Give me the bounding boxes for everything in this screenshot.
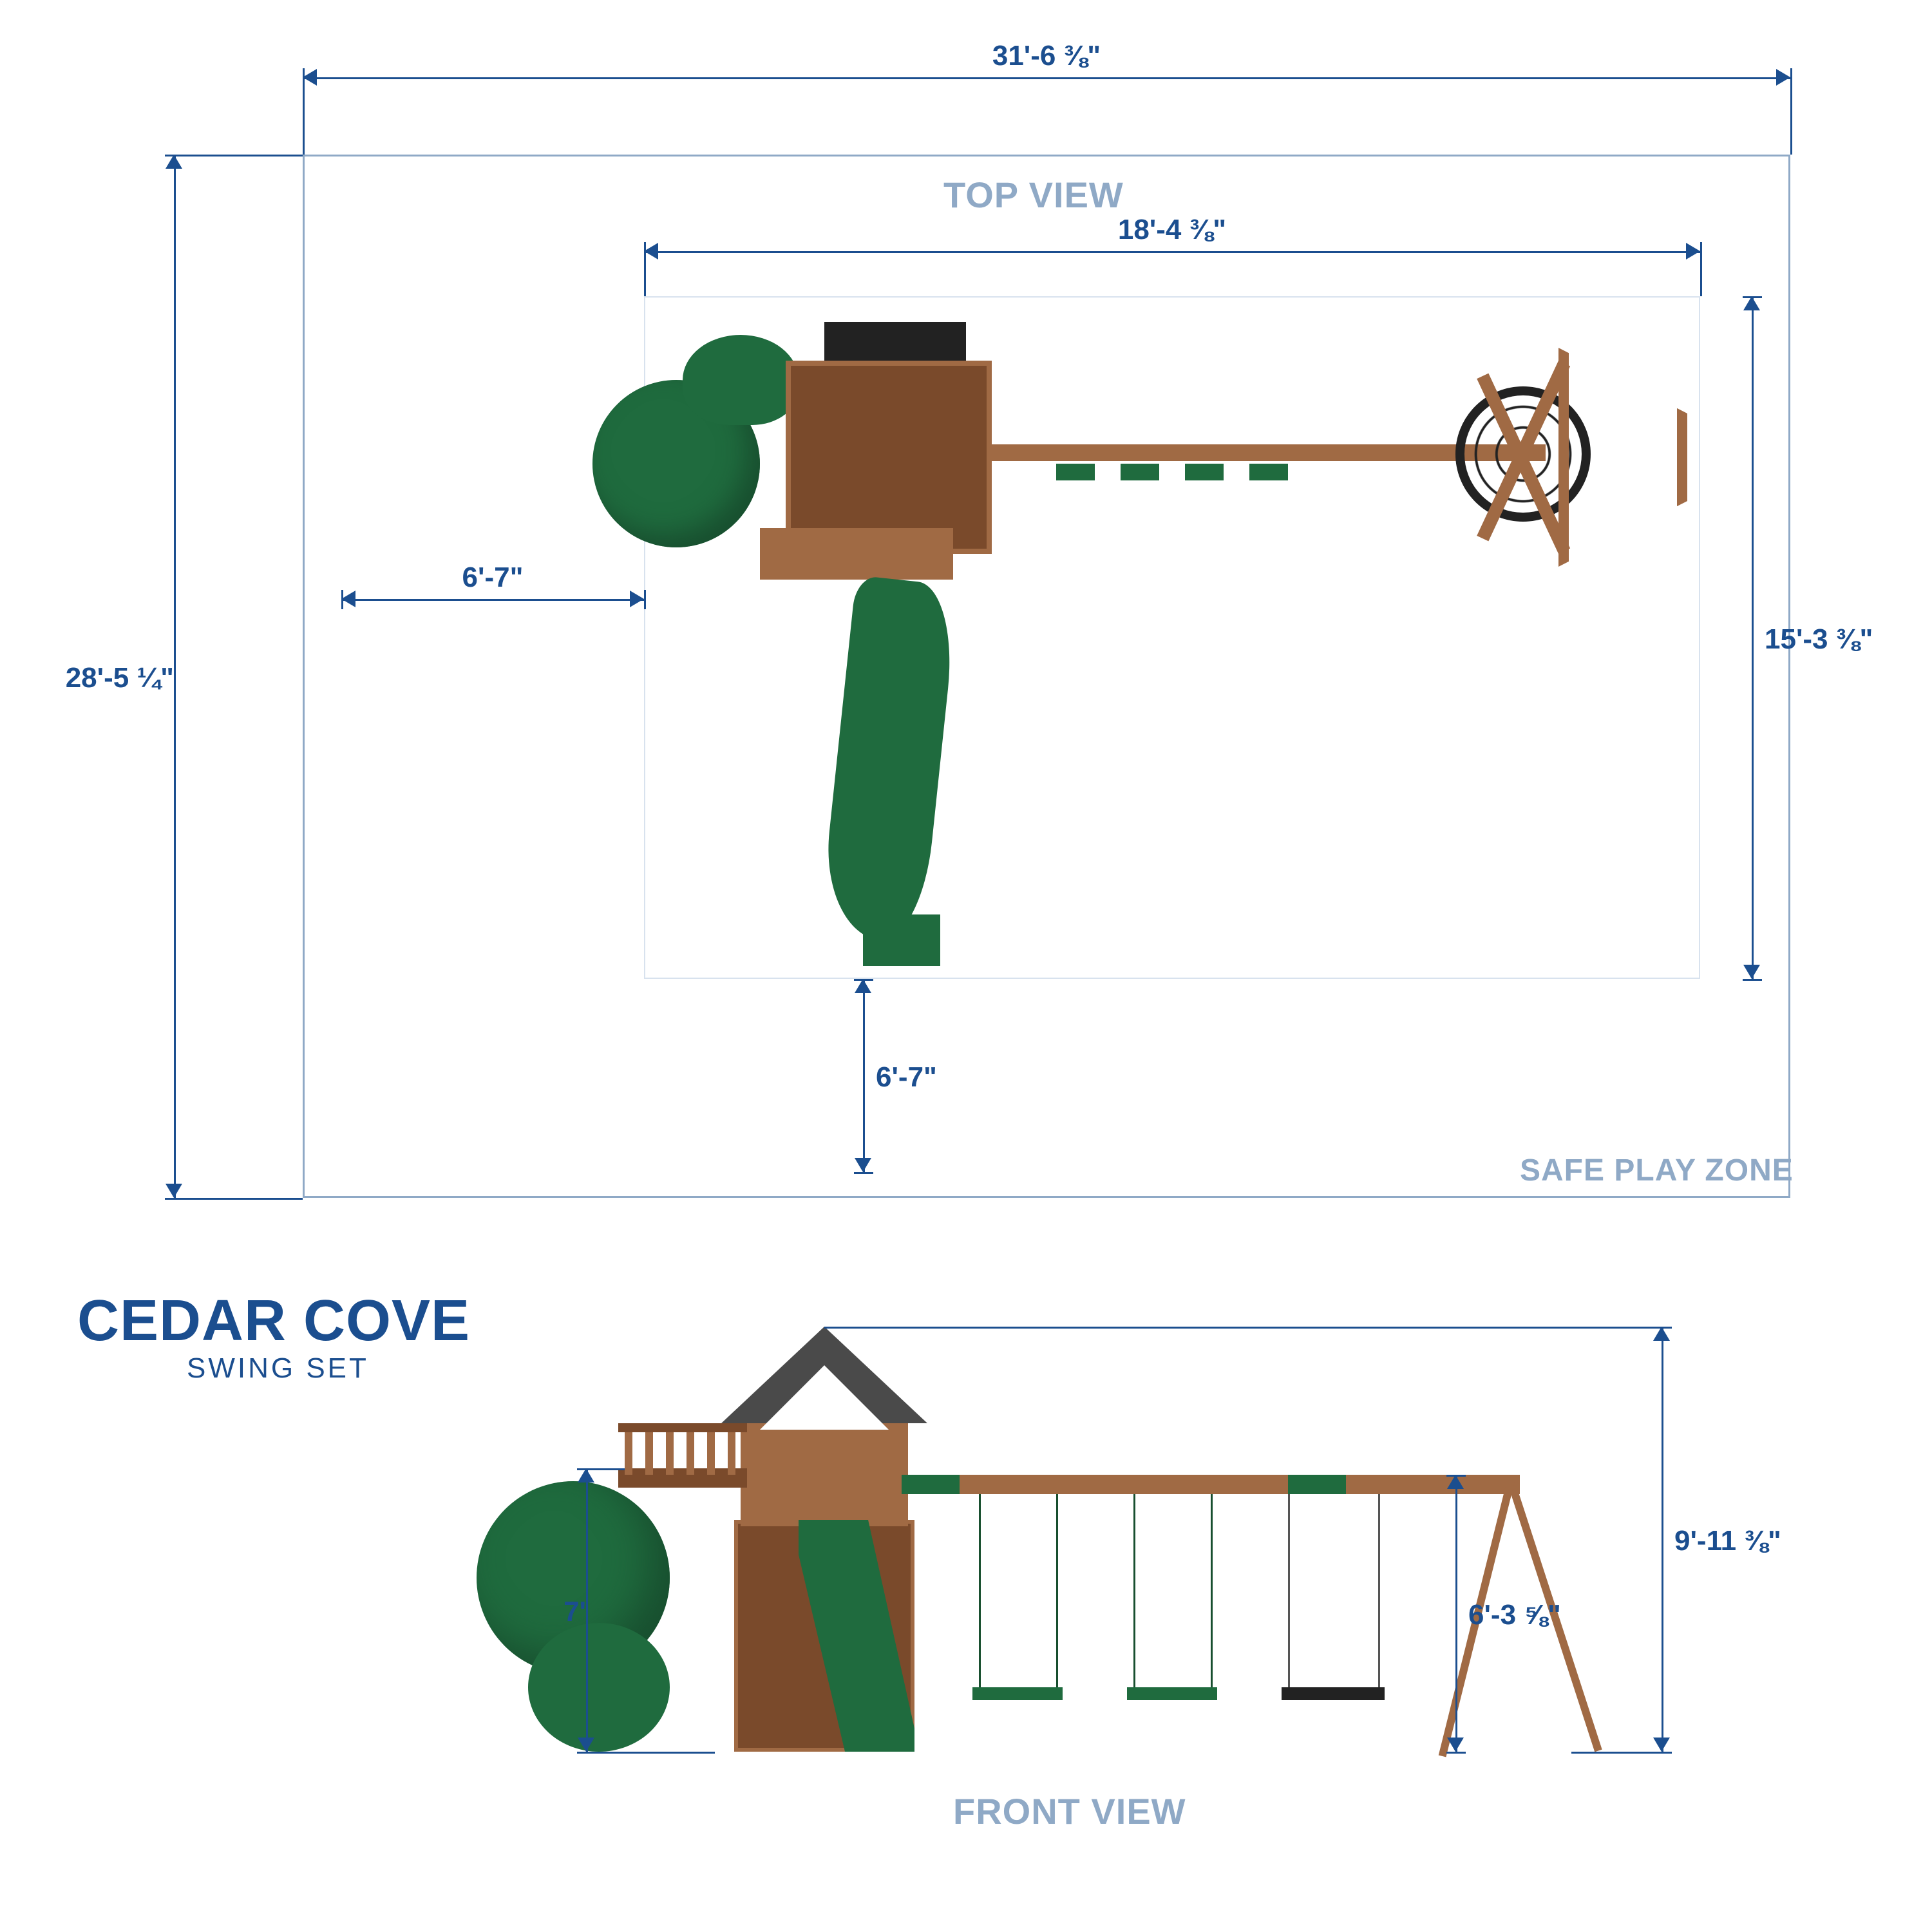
diagram-element — [1121, 464, 1159, 480]
diagram-element — [1056, 464, 1095, 480]
dim-swing-beam-height — [1455, 1475, 1457, 1752]
diagram-element — [666, 1430, 674, 1475]
diagram-element — [1133, 1494, 1135, 1687]
diagram-element — [1211, 1494, 1213, 1687]
diagram-element — [174, 155, 303, 156]
diagram-element — [644, 243, 658, 260]
diagram-element — [824, 322, 966, 361]
dim-clearance-front — [863, 979, 865, 1172]
diagram-element — [645, 1430, 653, 1475]
diagram-element — [1686, 243, 1700, 260]
diagram-element — [1447, 1475, 1464, 1489]
diagram-element — [1056, 1494, 1058, 1687]
diagram-element — [586, 1752, 715, 1754]
diagram-element — [303, 77, 305, 155]
dim-footprint-depth — [1752, 296, 1754, 979]
play-deck-top — [786, 361, 992, 554]
diagram-element — [1743, 296, 1762, 298]
dim-overall-height-label: 9'-11 ⅜" — [1674, 1525, 1816, 1557]
diagram-element — [854, 979, 873, 981]
diagram-element — [707, 1430, 715, 1475]
diagram-element — [760, 1365, 889, 1430]
diagram-element — [644, 251, 646, 296]
diagram-element — [1743, 965, 1760, 979]
dim-footprint-depth-label: 15'-3 ⅜" — [1765, 623, 1906, 656]
dim-overall-width-label: 31'-6 ⅜" — [943, 40, 1150, 72]
dim-swing-beam-height-label: 6'-3 ⅝" — [1468, 1599, 1610, 1631]
diagram-element — [1700, 251, 1702, 296]
dim-clearance-front-label: 6'-7" — [876, 1061, 1018, 1094]
diagram-element — [1446, 1752, 1466, 1754]
diagram-element — [1288, 1475, 1346, 1494]
diagram-element — [683, 335, 799, 425]
diagram-element — [166, 1184, 182, 1198]
diagram-element — [979, 1494, 981, 1687]
diagram-element — [1282, 1687, 1385, 1700]
diagram-element — [1127, 1687, 1217, 1700]
diagram-element — [528, 1623, 670, 1752]
diagram-element — [972, 1687, 1063, 1700]
dim-footprint-width — [644, 251, 1700, 253]
diagram-element — [625, 1430, 632, 1475]
diagram-element — [174, 1198, 303, 1200]
diagram-element — [902, 1475, 960, 1494]
diagram-element — [863, 914, 940, 966]
dim-clearance-left — [341, 599, 644, 601]
diagram-element — [760, 528, 953, 580]
diagram-element — [578, 1738, 594, 1752]
diagram-element — [1776, 69, 1790, 86]
diagram-element — [1185, 464, 1224, 480]
swing-beam-front — [902, 1475, 1520, 1494]
diagram-element — [1288, 1494, 1290, 1687]
diagram-element — [1743, 979, 1762, 981]
diagram-element — [1743, 296, 1760, 310]
diagram-element — [855, 979, 871, 993]
diagram-element — [855, 1158, 871, 1172]
diagram-element — [644, 590, 646, 609]
diagram-element — [1378, 1494, 1380, 1687]
dim-overall-depth-label: 28'-5 ¼" — [32, 662, 174, 694]
diagram-element — [741, 1417, 908, 1526]
safe-play-zone-label: SAFE PLAY ZONE — [1520, 1153, 1794, 1188]
diagram-element: TOP VIEW — [943, 175, 1124, 215]
diagram-element — [341, 591, 355, 607]
diagram-element — [728, 1430, 735, 1475]
diagram-element — [1790, 77, 1792, 155]
dim-footprint-width-label: 18'-4 ⅜" — [1069, 214, 1275, 246]
diagram-element — [1571, 1752, 1668, 1754]
diagram-element — [618, 1423, 747, 1432]
product-title: CEDAR COVE — [77, 1288, 470, 1354]
diagram-element — [303, 69, 317, 86]
diagram-element — [1447, 1738, 1464, 1752]
diagram-element — [1653, 1327, 1670, 1341]
dim-overall-width — [303, 77, 1790, 79]
diagram-element — [1653, 1738, 1670, 1752]
diagram-element — [687, 1430, 694, 1475]
dim-deck-height — [586, 1468, 588, 1752]
diagram-element — [854, 1172, 873, 1174]
dim-overall-height — [1662, 1327, 1663, 1752]
product-subtitle: SWING SET — [187, 1352, 369, 1385]
diagram-element — [1446, 1475, 1466, 1477]
dim-clearance-left-label: 6'-7" — [390, 562, 596, 594]
dim-overall-depth — [174, 155, 176, 1198]
diagram-element — [630, 591, 644, 607]
diagram-element — [166, 155, 182, 169]
top-view-label: TOP VIEW — [943, 174, 1124, 216]
diagram-element — [586, 1468, 625, 1470]
diagram-element — [1249, 464, 1288, 480]
diagram-element — [578, 1468, 594, 1482]
diagram-element — [824, 1327, 1662, 1329]
diagram-element — [341, 590, 343, 609]
front-view-label: FRONT VIEW — [953, 1790, 1186, 1832]
dim-deck-height-label: 7' — [444, 1596, 586, 1628]
